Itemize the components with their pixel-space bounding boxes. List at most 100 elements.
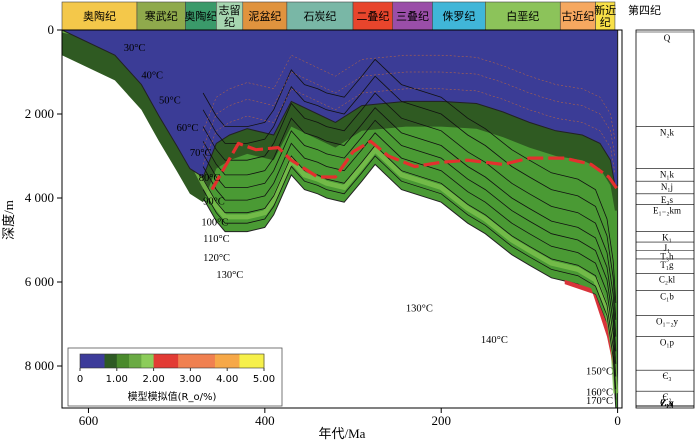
period-label: 侏罗纪 <box>442 10 475 23</box>
maturity-band-dark <box>62 30 618 211</box>
period-11 <box>559 1 596 31</box>
period-label: 石炭纪 <box>303 10 336 23</box>
strat-label: E₁₋₂km <box>653 205 681 215</box>
period-label: 古近纪 <box>561 10 594 23</box>
temperature-labels: 30°C 40°C 50°C 60°C 70°C 80°C 90°C 100°C 110°C 12… <box>124 43 613 407</box>
strat-label: C₁b <box>660 291 674 301</box>
strat-label: Q <box>664 33 671 43</box>
x-tick-label: 400 <box>255 413 275 428</box>
legend-swatch <box>202 354 216 368</box>
isotherm-line-2 <box>202 71 616 157</box>
strat-label: K₁ <box>662 233 672 243</box>
temperature-label: 110°C <box>203 234 230 245</box>
temperature-label: 40°C <box>141 70 163 81</box>
strat-label: Є₂ <box>662 392 671 402</box>
plot-area <box>61 27 619 409</box>
strat-label: J₁ <box>664 243 671 253</box>
legend-tick-label: 5.00 <box>253 374 275 385</box>
strat-label: N₁j <box>661 182 673 192</box>
period-label: 奥陶纪 <box>83 9 116 23</box>
period-label: 二叠纪 <box>356 10 389 23</box>
period-label: 白垩纪 <box>506 9 539 23</box>
temperature-label: 100°C <box>201 217 228 228</box>
plot-frame <box>61 29 623 409</box>
legend-swatch <box>227 354 240 368</box>
temperature-label: 150°C <box>586 366 613 377</box>
temperature-label: 30°C <box>124 43 146 54</box>
temperature-label: 130°C <box>406 303 433 314</box>
strata-line-2 <box>202 144 617 390</box>
period-label: 纪 <box>600 16 611 29</box>
period-label: 奥陶纪 <box>184 9 217 23</box>
strata-line-8 <box>202 58 617 304</box>
period-4 <box>216 1 244 31</box>
temperature-label: 50°C <box>159 96 181 107</box>
temperature-label: 60°C <box>177 123 199 134</box>
legend-tick-label: 4.00 <box>216 374 238 385</box>
temperature-label: 130°C <box>216 270 243 281</box>
axes: 600 400 200 0 0 2 000 4 000 6 000 8 000 <box>25 22 623 428</box>
legend-swatch <box>251 354 265 368</box>
strat-label: T₃h <box>660 252 674 262</box>
strat-label: O₁p <box>660 338 675 348</box>
strata-line-4 <box>202 119 617 364</box>
legend-swatch <box>80 354 93 368</box>
strat-label: C₂kl <box>659 275 676 285</box>
y-tick-label: 8 000 <box>25 358 54 373</box>
temperature-label: 160°C <box>586 387 613 398</box>
x-axis-label: 年代/Ma <box>319 426 366 441</box>
legend-swatch <box>104 354 118 368</box>
immature-zone <box>61 29 619 186</box>
strata-line-1 <box>202 155 617 400</box>
oil-window-line <box>210 139 619 191</box>
strat-label: N₂k <box>660 128 675 138</box>
legend-swatch <box>92 354 106 368</box>
strat-label: O₁₋₂y <box>656 317 679 327</box>
temperature-label: 70°C <box>190 148 212 159</box>
strat-label: Є₁y <box>660 398 674 408</box>
temperature-label: 90°C <box>203 196 225 207</box>
period-10 <box>485 1 561 31</box>
y-axis-label: 深度/m <box>1 200 16 240</box>
period-9 <box>432 1 486 31</box>
legend-swatch <box>116 354 130 368</box>
legend-swatch <box>141 354 155 368</box>
period-label: 寒武纪 <box>145 9 178 23</box>
temperature-label: 80°C <box>199 173 221 184</box>
legend-swatch <box>178 354 191 368</box>
legend-title: 模型模拟值(R_o/%) <box>128 390 217 403</box>
strat-column-frame <box>635 29 695 409</box>
overmature-zone <box>564 279 614 366</box>
ro-legend: 0 1.00 2.00 3.00 4.00 5.00 模型模拟值(R_o/%) <box>67 347 283 407</box>
strat-label: Є₁x <box>660 398 674 408</box>
legend-bar-frame <box>79 353 265 369</box>
strata-line-5 <box>202 107 617 352</box>
strat-label: N₁k <box>660 170 675 180</box>
legend-tick-label: 3.00 <box>179 374 201 385</box>
temperature-label: 140°C <box>481 335 508 346</box>
legend-swatch <box>165 354 179 368</box>
period-7 <box>352 1 394 31</box>
period-label: 三叠纪 <box>396 10 429 23</box>
y-tick-label: 6 000 <box>25 274 54 289</box>
isotherm-line-3 <box>202 54 616 140</box>
period-label: 泥盆纪 <box>248 9 281 23</box>
period-5 <box>242 1 288 31</box>
strat-label: Z₂q <box>660 398 674 408</box>
strat-label: T₁g <box>660 260 674 270</box>
temperature-label: 120°C <box>203 253 230 264</box>
x-tick-label: 200 <box>431 413 451 428</box>
y-tick-label: 2 000 <box>25 106 54 121</box>
legend-swatch <box>129 354 142 368</box>
legend-tick-label: 0 <box>77 374 83 385</box>
strat-label: E₃s <box>661 195 674 205</box>
legend-swatch <box>153 354 167 368</box>
y-tick-label: 0 <box>48 22 55 37</box>
strata-line-6 <box>202 92 617 337</box>
strat-label: Z₂s <box>661 398 674 408</box>
legend-swatch <box>239 354 253 368</box>
temperature-label: 170°C <box>586 396 613 407</box>
